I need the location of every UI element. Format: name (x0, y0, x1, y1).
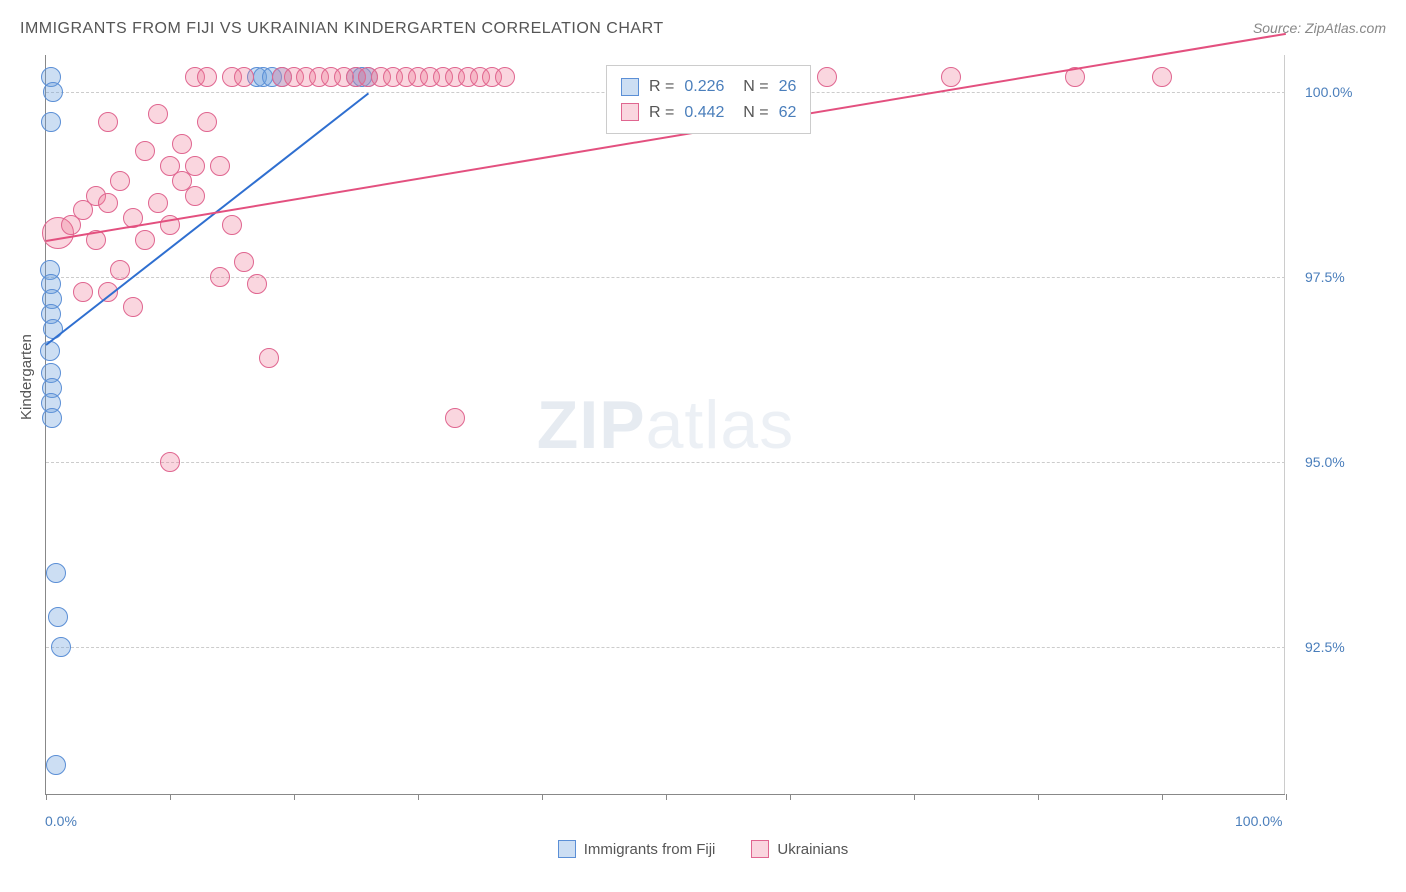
gridline (46, 647, 1285, 648)
x-tick-label: 0.0% (45, 813, 77, 829)
x-tick (170, 794, 171, 800)
stat-r-value: 0.226 (684, 74, 724, 100)
data-point (197, 112, 217, 132)
data-point (148, 193, 168, 213)
x-tick (1038, 794, 1039, 800)
x-tick (418, 794, 419, 800)
y-tick-label: 92.5% (1305, 639, 1345, 655)
y-tick-label: 97.5% (1305, 269, 1345, 285)
x-tick (914, 794, 915, 800)
data-point (135, 141, 155, 161)
data-point (160, 452, 180, 472)
watermark-strong: ZIP (537, 387, 646, 463)
data-point (43, 82, 63, 102)
data-point (40, 341, 60, 361)
gridline (46, 462, 1285, 463)
x-tick (294, 794, 295, 800)
watermark-light: atlas (646, 387, 795, 463)
data-point (172, 134, 192, 154)
stat-n-label: N = (734, 100, 768, 126)
source-attribution: Source: ZipAtlas.com (1253, 20, 1386, 36)
x-tick (790, 794, 791, 800)
gridline (46, 277, 1285, 278)
y-axis-label: Kindergarten (18, 334, 35, 420)
legend-item: Immigrants from Fiji (558, 840, 716, 858)
stat-r-label: R = (649, 100, 674, 126)
data-point (73, 282, 93, 302)
x-tick (1162, 794, 1163, 800)
data-point (234, 67, 254, 87)
data-point (210, 267, 230, 287)
stat-r-value: 0.442 (684, 100, 724, 126)
data-point (941, 67, 961, 87)
data-point (48, 607, 68, 627)
data-point (41, 112, 61, 132)
data-point (42, 408, 62, 428)
legend-swatch (558, 840, 576, 858)
data-point (210, 156, 230, 176)
data-point (445, 408, 465, 428)
series-swatch (621, 78, 639, 96)
data-point (123, 297, 143, 317)
data-point (135, 230, 155, 250)
data-point (46, 563, 66, 583)
legend-item: Ukrainians (751, 840, 848, 858)
data-point (46, 755, 66, 775)
data-point (234, 252, 254, 272)
data-point (185, 186, 205, 206)
stat-r-label: R = (649, 74, 674, 100)
plot-area: ZIPatlas R = 0.226 N = 26R = 0.442 N = 6… (45, 55, 1285, 795)
stat-n-value: 62 (779, 100, 797, 126)
data-point (495, 67, 515, 87)
x-tick (542, 794, 543, 800)
data-point (110, 260, 130, 280)
stat-n-value: 26 (779, 74, 797, 100)
bottom-legend: Immigrants from Fiji Ukrainians (0, 840, 1406, 862)
x-tick (1286, 794, 1287, 800)
data-point (51, 637, 71, 657)
data-point (817, 67, 837, 87)
legend-label: Immigrants from Fiji (584, 841, 716, 858)
data-point (43, 319, 63, 339)
series-swatch (621, 103, 639, 121)
stats-row: R = 0.226 N = 26 (621, 74, 796, 100)
legend-swatch (751, 840, 769, 858)
data-point (222, 215, 242, 235)
y-tick-label: 100.0% (1305, 84, 1352, 100)
watermark: ZIPatlas (537, 386, 794, 464)
data-point (98, 193, 118, 213)
chart-title: IMMIGRANTS FROM FIJI VS UKRAINIAN KINDER… (20, 20, 664, 38)
data-point (185, 156, 205, 176)
data-point (1152, 67, 1172, 87)
data-point (148, 104, 168, 124)
legend-label: Ukrainians (777, 841, 848, 858)
data-point (247, 274, 267, 294)
stats-row: R = 0.442 N = 62 (621, 100, 796, 126)
data-point (110, 171, 130, 191)
y-tick-label: 95.0% (1305, 454, 1345, 470)
data-point (197, 67, 217, 87)
x-tick (666, 794, 667, 800)
stat-n-label: N = (734, 74, 768, 100)
x-tick-label: 100.0% (1235, 813, 1282, 829)
data-point (259, 348, 279, 368)
x-tick (46, 794, 47, 800)
stats-box: R = 0.226 N = 26R = 0.442 N = 62 (606, 65, 811, 134)
data-point (98, 112, 118, 132)
